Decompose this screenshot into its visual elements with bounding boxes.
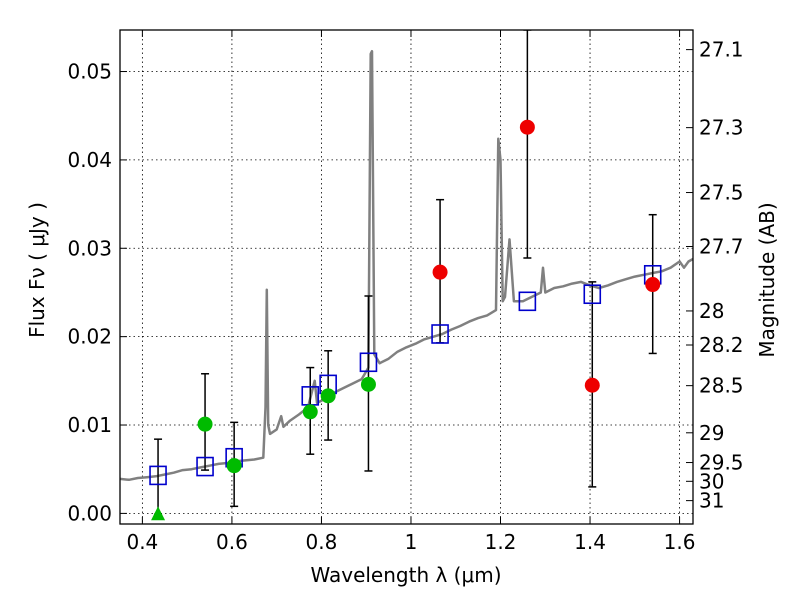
right-tick-label: 28.2 (699, 333, 744, 357)
right-tick-label: 31 (699, 489, 724, 513)
non-detection-point (645, 277, 661, 293)
right-tick-label: 27.1 (699, 38, 744, 62)
non-detection-point (519, 119, 535, 135)
x-tick-label: 1 (405, 530, 418, 554)
model-spectrum-line (120, 49, 693, 482)
model-photometry-square (431, 324, 449, 344)
data-layer (120, 30, 693, 521)
y-tick-label: 0.02 (67, 325, 112, 349)
detection-point (320, 388, 336, 404)
y-tick-label: 0.01 (67, 413, 112, 437)
y-tick-label: 0.04 (67, 148, 112, 172)
detection-point (360, 376, 376, 392)
right-tick-label: 27.7 (699, 235, 744, 259)
right-tick-label: 27.5 (699, 181, 744, 205)
model-photometry-square (583, 284, 602, 305)
plot-frame (119, 29, 694, 525)
right-tick-label: 28.5 (699, 374, 744, 398)
right-tick-label: 29 (699, 421, 724, 445)
grid (120, 30, 693, 524)
model-photometry-square (149, 465, 167, 486)
right-tick-label: 28 (699, 299, 724, 323)
x-tick-label: 1.2 (485, 530, 517, 554)
right-tick-label: 27.3 (699, 116, 744, 140)
non-detection-point (584, 377, 600, 393)
right-tick-label: 30 (699, 469, 724, 493)
y-tick-label: 0.05 (67, 60, 112, 84)
x-tick-label: 0.6 (216, 530, 248, 554)
upper-limit-triangle (151, 506, 166, 521)
detection-point (226, 458, 242, 474)
y-tick-label: 0.03 (67, 236, 112, 260)
model-photometry-square (359, 352, 378, 373)
axes-ticks: 0.4 0.6 0.8 1 1.2 1.4 1.6 0.00 0.01 0.02 0.03 0.04 0… (67, 30, 744, 554)
detection-point (302, 404, 318, 420)
detection-point (197, 416, 213, 432)
y-tick-label: 0.00 (67, 501, 112, 525)
x-tick-label: 0.4 (126, 530, 158, 554)
x-tick-label: 1.4 (574, 530, 606, 554)
right-tick-label: 29.5 (699, 451, 744, 475)
model-photometry-square (196, 456, 214, 477)
plot-area (120, 30, 693, 521)
x-tick-label: 0.8 (306, 530, 338, 554)
y-axis-title: Flux Fν ( μJy ) (25, 202, 49, 338)
model-photometry-square (518, 291, 537, 312)
right-axis-title: Magnitude (AB) (755, 202, 779, 357)
non-detection-point (432, 264, 448, 280)
x-tick-label: 1.6 (664, 530, 696, 554)
x-axis-title: Wavelength λ (μm) (310, 563, 501, 587)
